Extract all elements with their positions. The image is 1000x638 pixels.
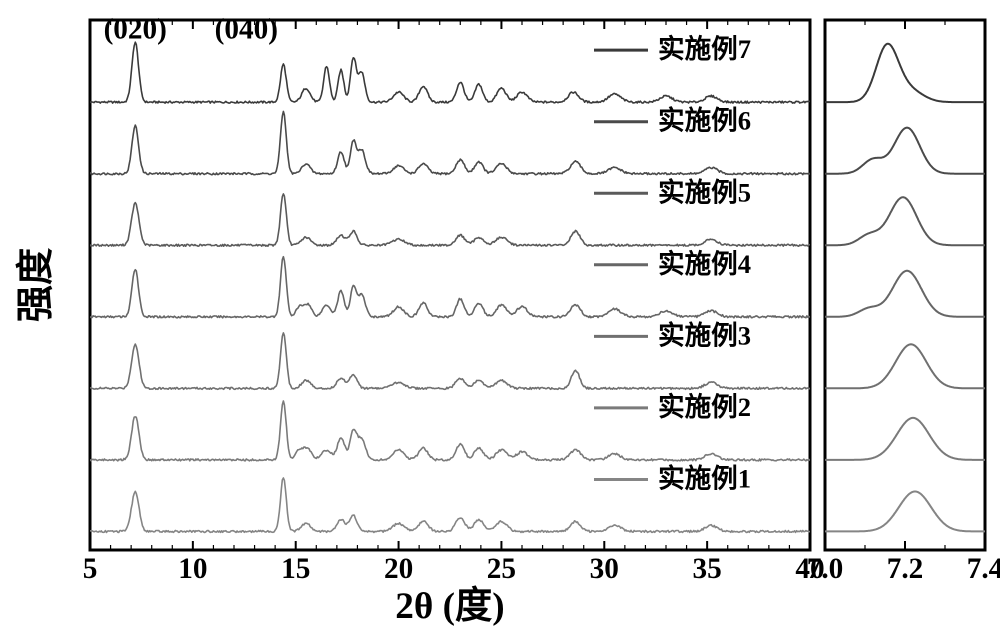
svg-text:实施例2: 实施例2	[658, 392, 751, 422]
svg-text:35: 35	[693, 553, 722, 585]
svg-text:(040): (040)	[215, 14, 278, 46]
svg-text:实施例3: 实施例3	[658, 320, 751, 350]
xrd-figure: 5101520253035402θ (度)强度实施例7实施例6实施例5实施例4实…	[0, 0, 1000, 638]
svg-text:7.2: 7.2	[887, 553, 924, 585]
svg-text:5: 5	[83, 553, 98, 585]
svg-text:30: 30	[590, 553, 619, 585]
svg-text:实施例5: 实施例5	[658, 177, 751, 207]
svg-text:25: 25	[487, 553, 516, 585]
svg-text:(020): (020)	[104, 14, 167, 46]
svg-text:实施例1: 实施例1	[658, 463, 751, 493]
svg-text:强度: 强度	[15, 247, 57, 322]
svg-text:10: 10	[178, 553, 207, 585]
svg-text:7.0: 7.0	[807, 553, 844, 585]
svg-text:15: 15	[281, 553, 310, 585]
svg-text:2θ (度): 2θ (度)	[395, 585, 504, 627]
svg-text:20: 20	[384, 553, 413, 585]
figure-svg: 5101520253035402θ (度)强度实施例7实施例6实施例5实施例4实…	[0, 0, 1000, 638]
svg-text:实施例7: 实施例7	[658, 34, 751, 64]
svg-text:实施例4: 实施例4	[658, 249, 751, 279]
svg-text:实施例6: 实施例6	[658, 106, 751, 136]
svg-text:7.4: 7.4	[967, 553, 1000, 585]
